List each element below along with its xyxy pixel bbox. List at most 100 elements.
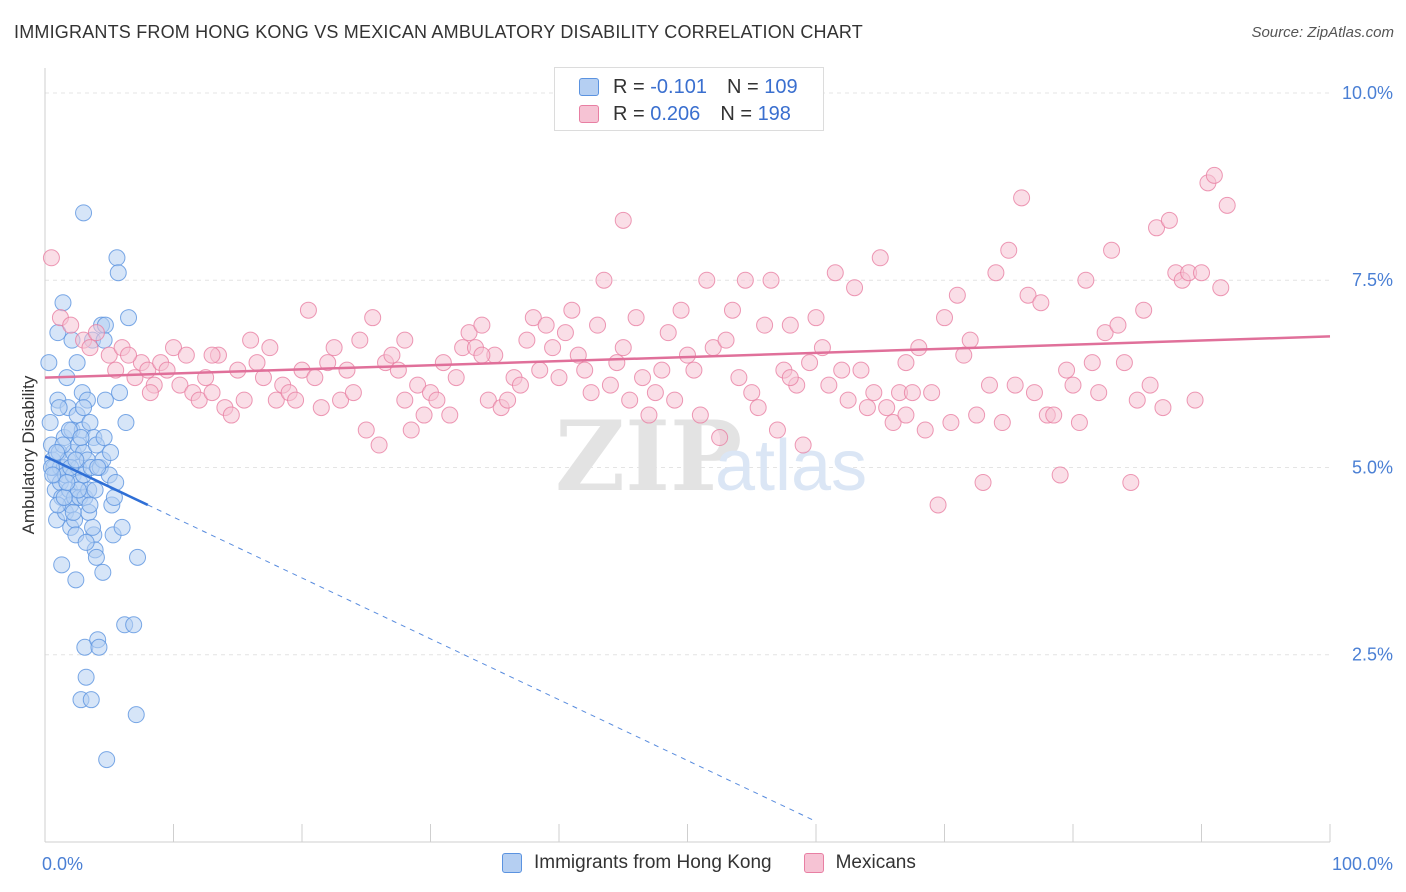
data-point (125, 616, 143, 634)
data-point (1000, 241, 1018, 259)
series-legend-label: Mexicans (835, 852, 916, 873)
data-point (601, 376, 619, 394)
data-point (1032, 294, 1050, 312)
data-point (736, 271, 754, 289)
data-point (396, 391, 414, 409)
data-point (117, 414, 135, 432)
data-point (749, 399, 767, 417)
data-point (165, 339, 182, 357)
data-point (434, 354, 452, 372)
data-point (441, 406, 459, 424)
series-legend-swatch-pink (803, 853, 824, 873)
data-point (409, 376, 427, 394)
data-point (826, 264, 844, 282)
legend-n-label: N = (720, 102, 752, 125)
data-point (1025, 384, 1043, 402)
data-point (120, 346, 138, 364)
data-point (82, 691, 100, 709)
chart-title: IMMIGRANTS FROM HONG KONG VS MEXICAN AMB… (14, 22, 864, 42)
data-point (595, 271, 613, 289)
series-legend-item-hong-kong: Immigrants from Hong Kong (502, 852, 772, 874)
data-point (141, 384, 159, 402)
legend-row-hong-kong: R = -0.101 N = 109 (579, 75, 798, 99)
data-point (582, 384, 600, 402)
legend-r-value: 0.206 (650, 102, 701, 125)
data-point (90, 638, 108, 656)
data-point (942, 414, 960, 432)
data-point (974, 473, 992, 491)
legend-r-label: R = (613, 75, 645, 98)
data-point (1058, 361, 1076, 379)
data-point (531, 361, 549, 379)
data-point (691, 406, 709, 424)
data-point (756, 316, 774, 334)
data-point (614, 339, 632, 357)
data-point (81, 496, 99, 514)
legend-n-value: 198 (757, 102, 791, 125)
data-point (42, 249, 60, 267)
data-point (460, 324, 478, 342)
data-point (190, 391, 208, 409)
data-point (402, 421, 420, 439)
series-legend-item-mexicans: Mexicans (803, 852, 916, 874)
data-point (698, 271, 716, 289)
data-point (357, 421, 375, 439)
data-point (1128, 391, 1146, 409)
data-point (62, 316, 80, 334)
data-point (768, 421, 786, 439)
data-point (113, 518, 131, 536)
legend-row-mexicans: R = 0.206 N = 198 (579, 102, 791, 126)
data-point (235, 391, 253, 409)
data-point (556, 324, 574, 342)
data-point (634, 369, 652, 387)
data-point (544, 339, 562, 357)
data-point (332, 391, 350, 409)
data-point (127, 706, 145, 724)
data-point (884, 414, 902, 432)
data-point (383, 346, 401, 364)
legend-swatch-pink (579, 105, 599, 123)
data-point (1096, 324, 1114, 342)
data-point (537, 316, 555, 334)
data-point (871, 249, 889, 267)
data-point (968, 406, 986, 424)
data-point (344, 384, 362, 402)
data-point (87, 324, 105, 342)
data-point (781, 369, 799, 387)
y-axis-label: Ambulatory Disability (19, 375, 38, 535)
watermark-atlas: atlas (715, 426, 867, 506)
legend-r-label: R = (613, 102, 645, 125)
data-point (1103, 241, 1121, 259)
y-tick-label: 10.0% (1342, 83, 1393, 103)
data-point (389, 361, 407, 379)
data-point (646, 384, 664, 402)
data-point (95, 429, 113, 447)
data-point (1186, 391, 1204, 409)
data-point (781, 316, 799, 334)
data-point (267, 391, 285, 409)
data-point (685, 361, 703, 379)
data-point (370, 436, 388, 454)
data-point (948, 286, 966, 304)
data-point (81, 339, 99, 357)
data-point (589, 316, 607, 334)
data-point (338, 361, 356, 379)
data-point (614, 211, 632, 229)
data-point (129, 548, 147, 566)
data-point (75, 204, 93, 222)
data-point (897, 406, 915, 424)
correlation-legend: R = -0.101 N = 109 R = 0.206 N = 198 (554, 67, 824, 131)
data-point (627, 309, 645, 327)
data-point (77, 533, 95, 551)
source-label: Source: ZipAtlas.com (1251, 24, 1394, 41)
data-point (717, 331, 735, 349)
data-point (524, 309, 542, 327)
data-point (730, 369, 748, 387)
data-point (299, 301, 317, 319)
data-point (171, 376, 189, 394)
data-point (55, 488, 73, 506)
data-point (54, 294, 72, 312)
series-legend: Immigrants from Hong Kong Mexicans (502, 852, 948, 874)
data-point (852, 361, 870, 379)
data-point (242, 331, 260, 349)
